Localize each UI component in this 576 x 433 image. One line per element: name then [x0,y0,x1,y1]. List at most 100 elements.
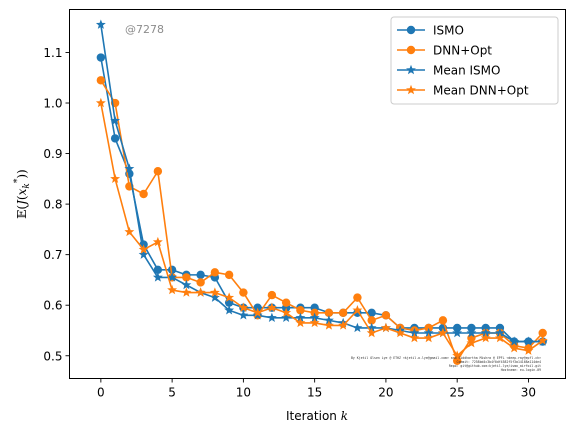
data-point-mean-ismo [124,163,135,173]
y-axis-ticks: 0.5 0.6 0.7 0.8 0.9 1.0 1.1 [43,46,70,363]
data-point-mean-dnn-opt [509,342,520,353]
data-point-dnn-opt [381,311,391,320]
data-point-dnn-opt [239,288,248,297]
data-point-mean-ismo [224,305,235,315]
data-point-mean-dnn-opt [380,322,391,333]
data-point-mean-dnn-opt [224,292,235,302]
y-tick-label: 0.8 [43,198,62,212]
data-point-mean-dnn-opt [110,173,121,184]
data-point-mean-ismo [409,327,420,338]
credit-line: Commit: 7258bd4c3b4f0df4582f5f3a14168a11… [457,360,542,364]
legend-entry-mean-ismo: Mean ISMO [397,64,500,78]
data-point-dnn-opt [438,316,448,325]
data-point-mean-dnn-opt [537,335,548,345]
data-point-dnn-opt [182,273,191,282]
data-point-mean-ismo [366,322,377,333]
legend-entry-mean-dnn-opt: Mean DNN+Opt [397,84,529,98]
legend-marker [406,84,416,95]
legend-label: Mean DNN+Opt [433,84,529,98]
data-point-mean-dnn-opt [252,307,263,317]
data-point-mean-ismo [423,327,434,338]
data-point-mean-dnn-opt [437,327,448,338]
data-point-mean-ismo [466,327,477,338]
data-point-mean-dnn-opt [295,317,306,328]
legend-marker [406,64,416,75]
data-point-mean-ismo [209,292,220,302]
legend: ISMO DNN+Opt Mean ISMO Mean DNN+Opt [390,16,559,105]
x-tick-label: 20 [378,386,393,400]
data-point-mean-ismo [152,272,163,282]
legend-entry-ismo: ISMO [397,24,464,38]
data-point-mean-dnn-opt [209,287,220,297]
x-tick-label: 10 [236,386,251,400]
legend-label: Mean ISMO [433,64,500,78]
data-point-mean-dnn-opt [266,302,277,312]
data-point-mean-ismo [110,115,121,125]
data-point-mean-ismo [181,279,192,290]
data-point-ismo [153,265,163,275]
x-tick-label: 25 [450,386,465,400]
credit-line: By Kjetil Olsen Lye @ ETHZ <kjetil.o.lye… [351,356,541,360]
watermark-tag: @7278 [125,23,164,36]
data-point-mean-dnn-opt [480,332,491,343]
legend-marker [406,45,416,55]
data-point-dnn-opt [224,270,234,280]
y-tick-label: 1.1 [43,46,62,60]
data-point-mean-dnn-opt [281,307,292,317]
data-point-dnn-opt [296,306,305,315]
data-point-mean-ismo [509,336,520,346]
data-point-dnn-opt [324,308,334,317]
data-point-mean-dnn-opt [395,327,406,338]
data-point-mean-ismo [494,327,505,338]
data-point-dnn-opt [367,316,376,325]
y-tick-label: 1.0 [43,97,62,111]
data-point-mean-dnn-opt [323,320,334,330]
data-point-dnn-opt [281,298,291,307]
data-point-mean-ismo [452,327,463,338]
series-mean-dnn-opt [95,97,548,360]
legend-frame [390,16,559,105]
data-point-dnn-opt [338,308,348,317]
plot-frame [69,9,566,379]
data-point-dnn-opt [196,278,205,287]
x-axis-ticks: 0 5 10 15 20 25 30 [97,378,536,400]
data-point-mean-dnn-opt [366,327,377,338]
data-point-mean-ismo [309,312,320,323]
data-point-mean-ismo [295,312,306,323]
data-point-mean-ismo [480,327,491,338]
data-point-dnn-opt [538,328,547,338]
data-point-ismo [196,270,205,280]
data-point-mean-dnn-opt [181,287,192,297]
data-point-dnn-opt [353,293,362,302]
data-point-mean-dnn-opt [152,236,163,247]
data-point-mean-ismo [167,272,178,282]
data-point-mean-dnn-opt [352,305,363,315]
data-point-mean-dnn-opt [338,320,349,330]
data-point-ismo [367,308,376,317]
credit-line: Repo: git@github.com:kjetil-lye/ismo_air… [449,364,541,368]
data-point-mean-ismo [352,322,363,333]
data-point-dnn-opt [153,167,163,176]
credit-text: By Kjetil Olsen Lye @ ETHZ <kjetil.o.lye… [351,356,541,372]
x-tick-label: 30 [521,386,536,400]
y-tick-label: 0.5 [43,349,62,363]
legend-label: DNN+Opt [433,44,492,58]
data-point-mean-dnn-opt [195,287,206,297]
data-point-ismo [110,134,120,143]
series-layer [95,19,548,366]
data-point-mean-dnn-opt [238,302,249,312]
data-point-mean-dnn-opt [167,284,178,295]
data-point-mean-dnn-opt [523,345,534,355]
x-axis-label: Iteration k [286,409,348,423]
data-point-mean-dnn-opt [138,244,149,254]
data-point-mean-dnn-opt [466,337,477,348]
y-axis-label: 𝔼(J(xk*)) [13,169,32,218]
data-point-mean-ismo [95,19,106,29]
credit-line: Hostname: eu-login-09 [501,368,541,372]
data-point-mean-dnn-opt [124,226,135,237]
data-point-mean-dnn-opt [494,332,505,343]
data-point-dnn-opt [210,268,220,277]
data-point-mean-dnn-opt [409,332,420,343]
legend-marker [406,25,416,35]
